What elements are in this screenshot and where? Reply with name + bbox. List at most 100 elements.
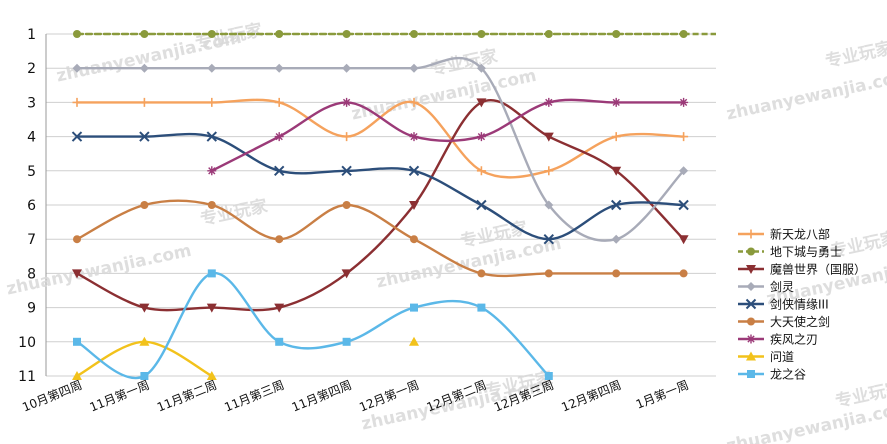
legend-label: 疾风之刃 [770, 332, 818, 347]
data-point-marker [410, 30, 418, 38]
data-point-marker [342, 201, 351, 209]
y-tick-label: 4 [27, 130, 36, 146]
data-point-marker [610, 199, 622, 211]
data-point-marker [477, 303, 486, 312]
data-point-marker [342, 30, 351, 38]
data-point-marker [140, 372, 149, 380]
x-tick-label: 1月第一周 [634, 378, 691, 412]
data-point-marker [207, 201, 216, 209]
series-1 [72, 97, 689, 179]
data-point-marker [476, 199, 487, 211]
data-point-marker [544, 269, 553, 278]
data-point-marker [747, 247, 755, 256]
series-layer [71, 30, 716, 380]
data-point-marker [139, 97, 149, 107]
data-point-marker [72, 97, 82, 107]
y-tick-label: 9 [27, 301, 36, 317]
data-point-marker [476, 98, 487, 108]
data-point-marker [73, 235, 81, 244]
data-point-marker [611, 234, 621, 244]
series-4 [72, 56, 689, 244]
y-tick-label: 3 [27, 95, 36, 111]
data-point-marker [410, 235, 418, 244]
y-tick-label: 5 [27, 164, 36, 180]
legend-label: 魔兽世界（国服） [770, 262, 866, 277]
legend-item: 魔兽世界（国服） [738, 262, 866, 277]
data-point-marker [477, 269, 486, 278]
x-tick-label: 11月第一周 [88, 378, 152, 415]
data-point-marker [341, 269, 352, 279]
data-point-marker [274, 132, 284, 142]
legend-item: 地下城与勇士 [738, 245, 842, 259]
series-line [75, 98, 685, 179]
data-point-marker [275, 30, 284, 38]
data-point-marker [544, 97, 554, 107]
data-point-marker [611, 132, 621, 142]
data-point-marker [139, 336, 150, 346]
data-point-marker [746, 334, 756, 344]
data-point-marker [747, 317, 755, 326]
series-7 [207, 97, 689, 176]
series-8 [72, 336, 419, 380]
data-point-marker [409, 97, 419, 107]
y-tick-label: 7 [27, 232, 36, 248]
y-tick-label: 1 [27, 27, 36, 43]
series-5 [71, 131, 689, 245]
watermark-text: zhuanyewanjia.com [725, 66, 887, 125]
data-point-marker [544, 200, 554, 210]
series-2 [73, 30, 716, 38]
legend-label: 剑灵 [770, 279, 794, 294]
legend-item: 龙之谷 [738, 368, 806, 382]
data-point-marker [140, 201, 149, 209]
data-point-marker [273, 165, 285, 177]
data-point-marker [342, 132, 352, 142]
data-point-marker [476, 132, 486, 142]
data-point-marker [207, 269, 216, 278]
data-point-marker [746, 229, 756, 239]
data-point-marker [543, 132, 554, 142]
legend-item: 问道 [738, 350, 794, 364]
legend-item: 新天龙八部 [738, 227, 830, 242]
x-tick-label: 12月第四周 [559, 378, 623, 415]
data-point-marker [207, 97, 217, 107]
y-tick-label: 10 [18, 335, 36, 351]
data-point-marker [73, 30, 81, 38]
data-point-marker [678, 235, 689, 245]
data-point-marker [73, 337, 81, 346]
data-point-marker [408, 165, 420, 177]
data-point-marker [274, 303, 285, 313]
data-point-marker [409, 336, 419, 346]
data-point-marker [140, 30, 149, 38]
y-tick-label: 8 [27, 266, 36, 282]
data-point-marker [139, 63, 149, 73]
series-6 [73, 199, 688, 278]
data-point-marker [72, 63, 82, 73]
data-point-marker [342, 63, 352, 73]
series-line [75, 272, 550, 380]
data-point-marker [611, 97, 621, 107]
data-point-marker [746, 282, 756, 291]
series-9 [73, 269, 553, 380]
watermark-text: 专业玩家 [823, 37, 887, 72]
data-point-marker [409, 63, 419, 73]
data-point-marker [342, 337, 351, 346]
data-point-marker [274, 63, 284, 73]
legend-item: 大天使之剑 [738, 314, 830, 329]
data-point-marker [409, 132, 419, 142]
data-point-marker [612, 30, 621, 38]
watermark-text: 专业玩家 [198, 195, 269, 230]
data-point-marker [679, 132, 689, 142]
data-point-marker [678, 199, 689, 211]
x-tick-label: 11月第二周 [155, 378, 219, 415]
data-point-marker [476, 63, 486, 73]
data-point-marker [543, 233, 555, 245]
watermark-text: zhuanyewanjia.com [55, 28, 244, 87]
legend-label: 新天龙八部 [770, 227, 830, 242]
data-point-marker [745, 298, 757, 310]
data-point-marker [341, 165, 352, 177]
legend-label: 龙之谷 [770, 368, 806, 382]
data-point-marker [679, 269, 688, 278]
y-tick-label: 6 [27, 198, 36, 214]
